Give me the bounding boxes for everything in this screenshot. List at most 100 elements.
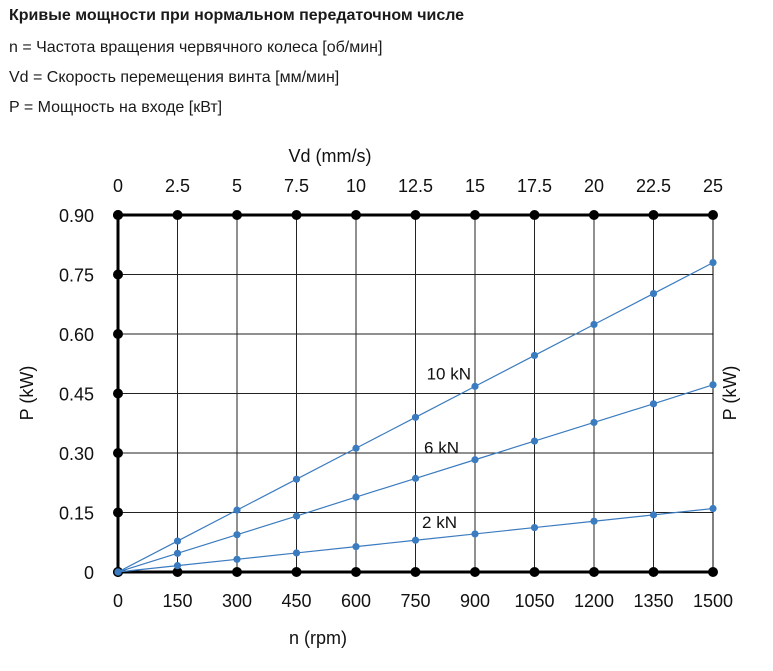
data-point xyxy=(590,517,598,525)
x-tick-label: 150 xyxy=(162,591,192,611)
x2-axis-title: Vd (mm/s) xyxy=(289,146,372,166)
data-point xyxy=(590,418,598,427)
data-point xyxy=(292,512,301,520)
x2-tick-dot xyxy=(589,210,599,220)
chart-title: Кривые мощности при нормальном передаточ… xyxy=(9,7,465,24)
y-axis-title-right: P (kW) xyxy=(720,366,740,421)
series-label: 10 kN xyxy=(427,364,471,383)
x2-tick-dot xyxy=(648,210,659,220)
data-point xyxy=(649,511,658,519)
x2-tick-dot xyxy=(529,210,540,220)
series xyxy=(114,259,717,576)
x2-tick-dot xyxy=(291,210,302,220)
y-tick-label: 0.15 xyxy=(59,504,94,524)
data-point xyxy=(471,530,479,538)
x2-tick-dot xyxy=(351,210,361,220)
x2-tick-label: 12.5 xyxy=(398,176,433,196)
data-point xyxy=(352,493,360,501)
legend-line-p: P = Мощность на входе [кВт] xyxy=(9,99,223,116)
data-point xyxy=(649,289,658,298)
data-point xyxy=(411,536,420,544)
x-tick-dot xyxy=(351,567,361,577)
x-tick-label: 900 xyxy=(460,591,490,611)
y-tick-label: 0.60 xyxy=(59,325,94,345)
data-point xyxy=(709,381,717,389)
x2-tick-dot xyxy=(708,210,718,220)
y-axis-title: P (kW) xyxy=(17,366,37,421)
x-tick-dot xyxy=(291,567,302,577)
data-point xyxy=(709,504,717,513)
x-tick-label: 0 xyxy=(113,591,123,611)
series-label: 6 kN xyxy=(424,439,459,458)
x-tick-dot xyxy=(410,567,421,577)
x-tick-dot xyxy=(529,567,540,577)
x-tick-label: 1200 xyxy=(574,591,614,611)
y-tick-label: 0.90 xyxy=(59,206,94,226)
data-point xyxy=(530,437,539,445)
grid xyxy=(118,215,713,572)
x2-tick-label: 22.5 xyxy=(636,176,671,196)
data-point xyxy=(530,351,539,360)
y-tick-label: 0.75 xyxy=(59,266,94,286)
legend-line-vd: Vd = Скорость перемещения винта [мм/мин] xyxy=(9,69,340,86)
data-point xyxy=(292,549,301,557)
x-tick-dot xyxy=(172,567,183,577)
data-point xyxy=(530,523,539,532)
x2-tick-label: 10 xyxy=(346,176,366,196)
x-tick-label: 1500 xyxy=(693,591,733,611)
y-tick-dot xyxy=(113,210,123,220)
legend-line-n: n = Частота вращения червячного колеса [… xyxy=(9,39,383,56)
x-tick-label: 600 xyxy=(341,591,371,611)
y-tick-label: 0.30 xyxy=(59,444,94,464)
x2-tick-label: 15 xyxy=(465,176,485,196)
data-point xyxy=(649,400,658,408)
x2-tick-dot xyxy=(470,210,480,220)
y-tick-label: 0.45 xyxy=(59,385,94,405)
data-point xyxy=(352,543,360,551)
data-point xyxy=(590,320,598,329)
data-point xyxy=(173,537,182,545)
data-point xyxy=(173,562,182,570)
chart-header: Кривые мощности при нормальном передаточ… xyxy=(9,4,464,118)
x-tick-dot xyxy=(589,567,599,577)
data-point xyxy=(173,549,182,557)
data-point xyxy=(292,475,301,483)
axes xyxy=(113,210,718,577)
x2-tick-dot xyxy=(172,210,183,220)
x2-tick-dot xyxy=(232,210,242,220)
data-point xyxy=(471,456,479,464)
data-point xyxy=(411,474,420,482)
x-tick-label: 750 xyxy=(400,591,430,611)
y-tick-dot xyxy=(113,507,123,518)
data-point xyxy=(709,259,717,267)
x-tick-dot xyxy=(470,567,480,577)
data-point xyxy=(352,444,360,452)
x-tick-label: 450 xyxy=(281,591,311,611)
y-tick-dot xyxy=(113,448,123,458)
y-tick-dot xyxy=(113,329,123,339)
data-point xyxy=(471,382,479,390)
x-tick-dot xyxy=(232,567,242,577)
x-tick-label: 300 xyxy=(222,591,252,611)
x-tick-label: 1050 xyxy=(514,591,554,611)
x-axis-title: n (rpm) xyxy=(289,628,347,648)
x2-tick-label: 17.5 xyxy=(517,176,552,196)
y-tick-dot xyxy=(113,388,123,399)
y-tick-dot xyxy=(113,269,123,280)
data-point xyxy=(233,506,241,514)
x-tick-dot xyxy=(648,567,659,577)
y-tick-label: 0 xyxy=(84,563,94,583)
x2-tick-label: 0 xyxy=(113,176,123,196)
data-point xyxy=(233,531,241,539)
data-point xyxy=(233,555,241,563)
x2-tick-label: 5 xyxy=(232,176,242,196)
x2-tick-dot xyxy=(410,210,421,220)
x-tick-dot xyxy=(708,567,718,577)
x2-tick-label: 2.5 xyxy=(165,176,190,196)
data-point xyxy=(114,568,122,576)
data-point xyxy=(411,413,420,421)
x2-tick-label: 7.5 xyxy=(284,176,309,196)
x2-tick-label: 20 xyxy=(584,176,604,196)
